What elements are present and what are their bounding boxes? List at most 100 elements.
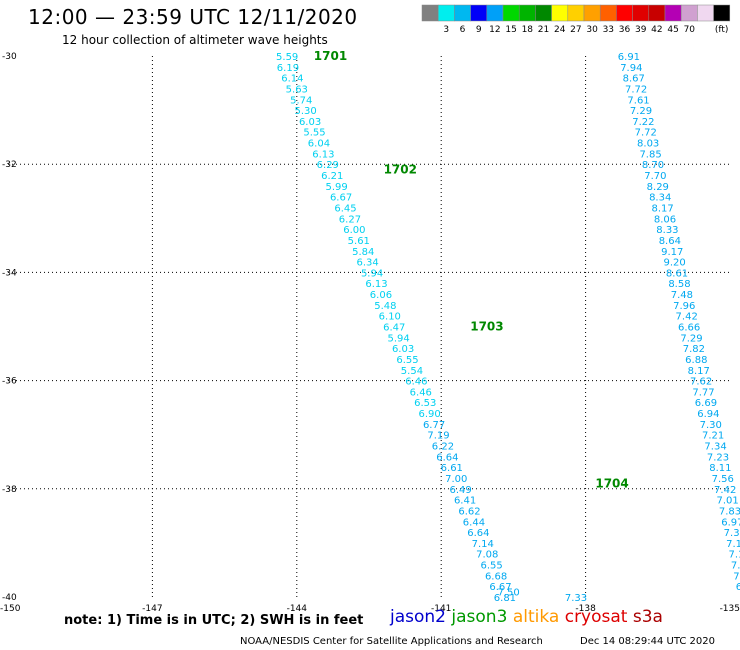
wave-height-label: 6.91 [618,52,640,63]
wave-height-label: 8.17 [688,366,710,377]
wave-height-label: 6.61 [441,463,463,474]
legend-tick-label: 45 [667,25,678,35]
x-tick-label: -147 [142,604,162,614]
wave-height-label: 5.74 [290,95,312,106]
wave-height-label: 7.30 [700,420,722,431]
y-tick-label: -30 [2,52,17,62]
chart-title: 12:00 — 23:59 UTC 12/11/2020 [28,5,358,29]
wave-height-label: 7.21 [702,431,724,442]
wave-height-label: 6.53 [414,398,436,409]
legend-swatch [664,4,682,22]
wave-height-label: 8.64 [659,236,681,247]
wave-height-label: 8.34 [649,193,671,204]
wave-height-label: 7.12 [728,550,740,561]
wave-height-label: 7.61 [627,95,649,106]
wave-height-label: 6.04 [308,139,330,150]
legend-tick-label: 18 [522,25,534,35]
satellite-altika: altika [512,607,560,627]
legend-swatch [713,4,731,22]
wave-height-label: 8.58 [668,279,690,290]
wave-height-label: 8.33 [656,225,678,236]
wave-height-label: 6.66 [678,323,700,334]
wave-height-label: 7.56 [712,474,734,485]
wave-height-label: 7.22 [632,117,654,128]
legend-tick-label: 27 [570,25,581,35]
wave-height-label: 5.94 [388,333,410,344]
wave-height-label: 6.47 [383,323,405,334]
legend-swatch [632,4,650,22]
y-tick-label: -34 [2,268,17,278]
wave-height-label: 6.49 [450,485,472,496]
legend-swatch [470,4,488,22]
pass-time-label: 1703 [470,320,503,334]
wave-height-label: 7.19 [427,431,449,442]
legend-swatch [616,4,633,22]
legend-tick-label: 3 [443,25,449,35]
satellite-cryosat: cryosat [564,607,628,627]
grid-lines [8,56,730,597]
legend-swatch [583,4,601,22]
y-tick-label: -36 [2,377,17,387]
x-tick-label: -141 [431,604,451,614]
legend-swatch [567,4,585,22]
wave-height-label: 7.23 [707,452,729,463]
wave-height-label: 8.29 [647,182,669,193]
x-tick-label: -144 [287,604,308,614]
wave-height-label: 7.08 [476,550,498,561]
legend-swatch [518,4,536,22]
wave-height-label: 7.72 [635,128,657,139]
wave-height-label: 6.77 [423,420,445,431]
time-labels: 170117021703170413561355135513541353 [314,49,629,490]
satellite-s3a: s3a [632,607,663,627]
wave-height-label: 7.01 [716,496,738,507]
wave-height-label: 7.29 [680,333,702,344]
wave-height-label: 7.10 [726,539,740,550]
wave-height-label: 8.61 [666,268,688,279]
wave-height-label: 6.46 [405,377,427,388]
satellite-jason2: jason2 [390,607,446,627]
pass-time-label: 1701 [314,49,347,63]
legend-tick-label: 15 [505,25,516,35]
wave-height-label: 8.67 [623,74,645,85]
wave-height-label: 7.83 [719,506,740,517]
wave-height-label: 6.45 [334,203,356,214]
legend-tick-label: 33 [603,25,614,35]
wave-height-label: 6.27 [339,214,361,225]
legend-tick-label: 12 [489,25,500,35]
color-legend: 3 6 9 12 15 18 21 24 27 30 33 36 39 42 45 70 (ft) [421,4,731,35]
satellite-jason3: jason3 [451,607,508,627]
wave-height-label: 7.77 [692,387,714,398]
chart-subtitle: 12 hour collection of altimeter wave hei… [62,33,328,47]
wave-height-label: 9.17 [661,247,683,258]
wave-height-label: 8.11 [709,463,731,474]
wave-height-label: 6.94 [697,409,719,420]
wave-height-label: 6.34 [357,258,379,269]
legend-tick-label: 6 [460,25,466,35]
wave-height-label: 7.50 [497,588,519,599]
legend-tick-label: 30 [586,25,598,35]
wave-height-values: 5.596.196.145.635.745.306.035.556.046.13… [276,52,740,604]
legend-swatch [680,4,698,22]
y-tick-label: -32 [2,160,17,170]
wave-height-label: 7.72 [625,84,647,95]
wave-height-label: 5.63 [286,84,308,95]
wave-height-label: 7.42 [676,312,698,323]
pass-time-label: 1702 [384,163,417,177]
wave-height-label: 7.34 [704,442,726,453]
wave-height-label: 5.84 [352,247,374,258]
legend-units: (ft) [715,25,729,35]
legend-swatch [502,4,520,22]
wave-height-label: 6.03 [299,117,321,128]
y-tick-label: -38 [2,485,17,495]
credit-line: NOAA/NESDIS Center for Satellite Applica… [240,636,543,647]
legend-tick-label: 9 [476,25,482,35]
wave-height-label: 6.00 [343,225,365,236]
wave-height-label: 5.99 [326,182,348,193]
wave-height-label: 6.69 [695,398,717,409]
wave-height-label: 6.10 [379,312,401,323]
axis-labels: -30 -32 -34 -36 -38 -40-150 -147 -144 -141 -138 -1… [0,52,740,614]
wave-height-label: 7.70 [644,171,666,182]
wave-height-label: 5.94 [361,268,383,279]
